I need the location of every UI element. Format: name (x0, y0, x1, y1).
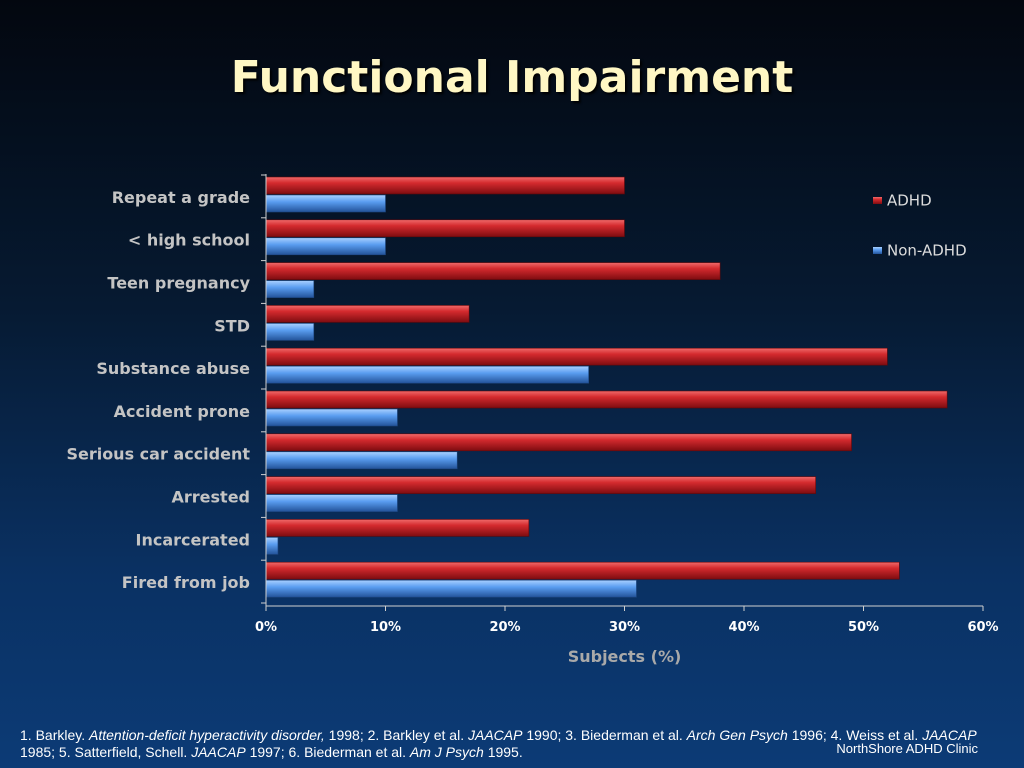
category-label: STD (214, 316, 250, 335)
bar-adhd (265, 305, 470, 323)
bar-non-adhd (265, 237, 386, 256)
reference-segment: Am J Psych (409, 744, 484, 760)
category-label: Incarcerated (136, 530, 251, 549)
bar-non-adhd (265, 494, 398, 512)
bar-adhd (265, 519, 530, 537)
bar-non-adhd (265, 323, 315, 341)
reference-segment: Attention-deficit hyperactivity disorder… (89, 727, 325, 743)
x-tick-label: 0% (255, 620, 277, 635)
category-label: Teen pregnancy (107, 274, 250, 293)
reference-segment: 1985; 5. Satterfield, Schell. (20, 744, 192, 760)
x-tick-label: 20% (489, 620, 520, 635)
bar-adhd (265, 476, 817, 494)
bar-chart: Repeat a grade < high school Teen pregnanc… (66, 174, 998, 666)
bar-adhd (265, 347, 888, 366)
bar-adhd (265, 219, 625, 238)
reference-segment: Arch Gen Psych (686, 727, 788, 743)
x-tick-label: 10% (370, 620, 401, 635)
bar-non-adhd (265, 194, 386, 213)
reference-segment: 1998; 2. Barkley et al. (324, 727, 468, 743)
legend-swatch-adhd (873, 197, 882, 204)
clinic-name: NorthShore ADHD Clinic (836, 741, 978, 756)
category-label: Arrested (172, 488, 251, 507)
x-axis-title: Subjects (%) (568, 647, 682, 666)
x-tick-label: 50% (848, 620, 879, 635)
reference-segment: 1990; 3. Biederman et al. (522, 727, 687, 743)
x-tick-label: 60% (967, 620, 998, 635)
x-tick-label: 40% (728, 620, 759, 635)
reference-segment: 1997; 6. Biederman et al. (245, 744, 410, 760)
reference-segment: JAACAP (467, 727, 523, 743)
category-label: < high school (128, 231, 250, 250)
slide-title: Functional Impairment (230, 52, 794, 103)
references-footnote: 1. Barkley. Attention-deficit hyperactiv… (20, 727, 990, 761)
category-label: Fired from job (122, 573, 250, 592)
reference-segment: JAACAP (191, 744, 246, 760)
bar-non-adhd (265, 451, 458, 470)
bar-non-adhd (265, 365, 589, 384)
bar-non-adhd (265, 280, 315, 298)
bar-non-adhd (265, 579, 637, 598)
reference-segment: JAACAP (922, 727, 977, 743)
category-label: Serious car accident (66, 445, 250, 464)
bar-adhd (265, 176, 625, 195)
reference-segment: 1. Barkley. (20, 727, 89, 743)
category-label: Accident prone (114, 402, 250, 421)
legend-label-non-adhd: Non-ADHD (887, 242, 967, 260)
legend-swatch-non-adhd (873, 247, 882, 254)
bar-adhd (265, 433, 852, 452)
category-label: Substance abuse (96, 359, 250, 378)
reference-segment: 1995. (483, 744, 523, 760)
reference-segment: 1996; 4. Weiss et al. (787, 727, 923, 743)
bar-adhd (265, 561, 900, 580)
bar-adhd (265, 390, 948, 409)
bar-non-adhd (265, 408, 398, 427)
legend-label-adhd: ADHD (887, 192, 932, 210)
x-tick-label: 30% (609, 620, 640, 635)
category-label: Repeat a grade (112, 188, 250, 207)
bar-non-adhd (265, 537, 279, 555)
bar-adhd (265, 262, 721, 280)
